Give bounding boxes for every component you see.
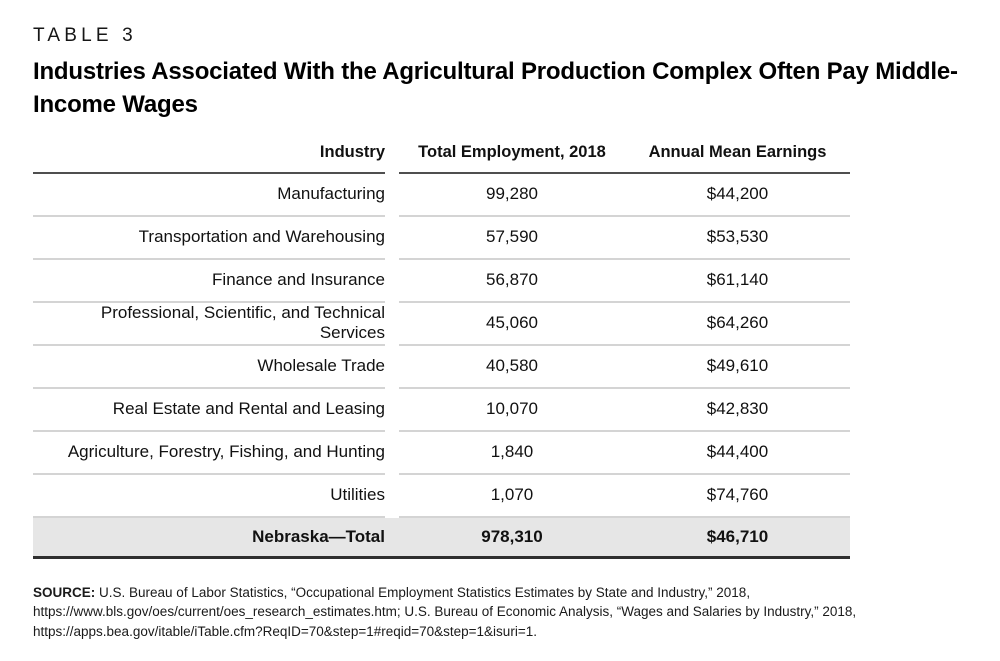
- earnings-cell: $64,260: [625, 303, 850, 346]
- table-row: Wholesale Trade 40,580 $49,610: [33, 346, 850, 389]
- source-note: SOURCE: U.S. Bureau of Labor Statistics,…: [33, 583, 961, 642]
- column-gap: [385, 475, 399, 518]
- earnings-cell: $44,400: [625, 432, 850, 475]
- industry-cell: Agriculture, Forestry, Fishing, and Hunt…: [33, 432, 385, 475]
- employment-cell: 57,590: [399, 217, 625, 260]
- total-employment-cell: 978,310: [481, 526, 543, 546]
- column-header-industry: Industry: [33, 143, 385, 174]
- column-gap: [385, 260, 399, 303]
- column-gap: [385, 303, 399, 346]
- column-gap: [385, 174, 399, 217]
- earnings-cell: $49,610: [625, 346, 850, 389]
- column-header-earnings: Annual Mean Earnings: [625, 143, 850, 174]
- table-row: Agriculture, Forestry, Fishing, and Hunt…: [33, 432, 850, 475]
- employment-cell: 56,870: [399, 260, 625, 303]
- table-row: Manufacturing 99,280 $44,200: [33, 174, 850, 217]
- table-title: Industries Associated With the Agricultu…: [33, 58, 958, 118]
- industry-cell: Professional, Scientific, and Technical …: [33, 303, 385, 346]
- employment-cell: 1,840: [399, 432, 625, 475]
- column-gap: [385, 518, 399, 556]
- employment-cell: 10,070: [399, 389, 625, 432]
- table-row: Transportation and Warehousing 57,590 $5…: [33, 217, 850, 260]
- column-gap: [385, 432, 399, 475]
- column-gap: [385, 389, 399, 432]
- earnings-cell: $42,830: [625, 389, 850, 432]
- earnings-cell: $61,140: [625, 260, 850, 303]
- employment-cell: 1,070: [399, 475, 625, 518]
- column-gap: [385, 143, 399, 174]
- industry-cell: Finance and Insurance: [33, 260, 385, 303]
- table-kicker: TABLE 3: [33, 25, 137, 46]
- total-earnings-cell: $46,710: [706, 526, 769, 546]
- earnings-cell: $53,530: [625, 217, 850, 260]
- data-table: Industry Total Employment, 2018 Annual M…: [33, 143, 850, 559]
- industry-cell: Transportation and Warehousing: [33, 217, 385, 260]
- earnings-cell: $74,760: [625, 475, 850, 518]
- earnings-cell: $44,200: [625, 174, 850, 217]
- table-row: Finance and Insurance 56,870 $61,140: [33, 260, 850, 303]
- total-label-cell: Nebraska—Total: [252, 526, 385, 546]
- report-page: TABLE 3 Industries Associated With the A…: [33, 25, 961, 642]
- table-row: Utilities 1,070 $74,760: [33, 475, 850, 518]
- employment-cell: 45,060: [399, 303, 625, 346]
- table-total-row: Nebraska—Total 978,310 $46,710: [33, 517, 850, 559]
- column-gap: [385, 217, 399, 260]
- source-label: SOURCE:: [33, 584, 96, 600]
- table-row: Professional, Scientific, and Technical …: [33, 303, 850, 346]
- source-text: U.S. Bureau of Labor Statistics, “Occupa…: [33, 584, 857, 639]
- industry-cell: Real Estate and Rental and Leasing: [33, 389, 385, 432]
- table-row: Real Estate and Rental and Leasing 10,07…: [33, 389, 850, 432]
- industry-cell: Wholesale Trade: [33, 346, 385, 389]
- table-header-row: Industry Total Employment, 2018 Annual M…: [33, 143, 850, 174]
- column-gap: [385, 346, 399, 389]
- industry-cell: Manufacturing: [33, 174, 385, 217]
- employment-cell: 99,280: [399, 174, 625, 217]
- column-header-employment: Total Employment, 2018: [399, 143, 625, 174]
- industry-cell: Utilities: [33, 475, 385, 518]
- employment-cell: 40,580: [399, 346, 625, 389]
